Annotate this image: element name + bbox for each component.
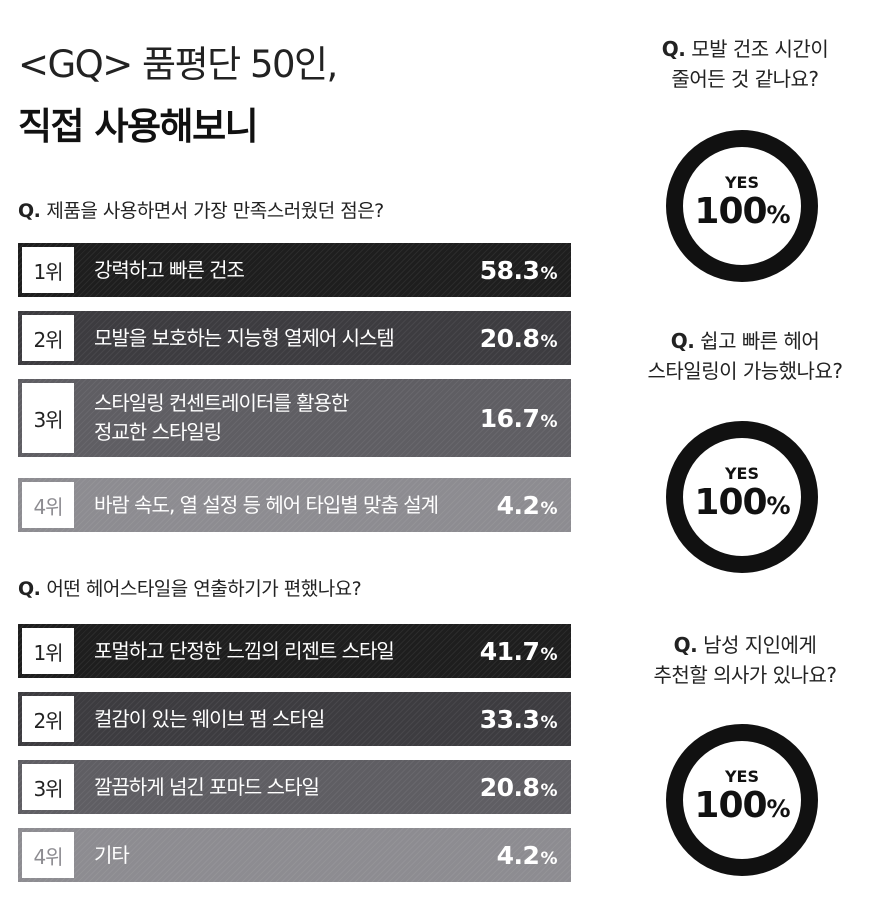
value-number: 58.3: [479, 255, 540, 285]
chart1-bar-1: 1위 강력하고 빠른 건조 58.3%: [18, 243, 571, 297]
value-unit: %: [540, 498, 557, 519]
donut-label: YES: [724, 173, 760, 192]
donut-label: YES: [724, 464, 760, 483]
donut-value: 100%: [683, 191, 801, 232]
bar-value: 33.3%: [480, 705, 571, 734]
value-unit: %: [540, 644, 557, 665]
question-mark: Q.: [18, 578, 41, 600]
value-number: 16.7: [479, 403, 540, 433]
bar-value: 4.2%: [497, 491, 571, 520]
question-mark: Q.: [661, 37, 686, 61]
bar-label: 모발을 보호하는 지능형 열제어 시스템: [94, 325, 395, 350]
bar-label: 스타일링 컨센트레이터를 활용한 정교한 스타일링: [94, 391, 349, 444]
bar-value: 16.7%: [480, 404, 571, 433]
question-mark: Q.: [670, 329, 695, 353]
bar-label: 강력하고 빠른 건조: [94, 257, 245, 282]
value-unit: %: [540, 712, 557, 733]
chart1-bar-2: 2위 모발을 보호하는 지능형 열제어 시스템 20.8%: [18, 311, 571, 365]
bar-label: 컬감이 있는 웨이브 펌 스타일: [94, 706, 325, 731]
bar-label: 바람 속도, 열 설정 등 헤어 타입별 맞춤 설계: [94, 492, 439, 517]
value-number: 20.8: [479, 772, 540, 802]
value-unit: %: [540, 411, 557, 432]
rank-badge: 1위: [22, 628, 74, 674]
question-2: Q. 어떤 헤어스타일을 연출하기가 편했나요?: [18, 574, 362, 601]
question-1-text: 제품을 사용하면서 가장 만족스러웠던 점은?: [46, 200, 384, 222]
value-number: 4.2: [496, 840, 540, 870]
bar-value: 20.8%: [480, 324, 571, 353]
rank-badge: 2위: [22, 696, 74, 742]
bar-label: 깔끔하게 넘긴 포마드 스타일: [94, 774, 320, 799]
question-3-text: 모발 건조 시간이 줄어든 것 같나요?: [671, 37, 829, 91]
chart2-bar-4: 4위 기타 4.2%: [18, 828, 571, 882]
donut-chart-1: YES 100%: [666, 130, 818, 282]
question-mark: Q.: [673, 633, 698, 657]
donut-label: YES: [724, 767, 760, 786]
rank-badge: 1위: [22, 247, 74, 293]
question-1: Q. 제품을 사용하면서 가장 만족스러웠던 점은?: [18, 196, 384, 223]
donut-chart-2: YES 100%: [666, 421, 818, 573]
rank-badge: 4위: [22, 482, 74, 528]
value-number: 100: [694, 482, 767, 523]
donut-value: 100%: [683, 482, 801, 523]
value-unit: %: [766, 795, 791, 823]
value-unit: %: [540, 263, 557, 284]
value-number: 4.2: [496, 490, 540, 520]
value-number: 100: [694, 785, 767, 826]
value-unit: %: [540, 780, 557, 801]
value-number: 20.8: [479, 323, 540, 353]
rank-badge: 2위: [22, 315, 74, 361]
value-unit: %: [540, 331, 557, 352]
question-4-text: 쉽고 빠른 헤어 스타일링이 가능했나요?: [647, 329, 843, 383]
page-title-line1: <GQ> 품평단 50인,: [18, 43, 338, 86]
chart1-bar-3: 3위 스타일링 컨센트레이터를 활용한 정교한 스타일링 16.7%: [18, 379, 571, 457]
rank-badge: 3위: [22, 383, 74, 453]
question-5-text: 남성 지인에게 추천할 의사가 있나요?: [653, 633, 837, 687]
question-3: Q. 모발 건조 시간이 줄어든 것 같나요?: [620, 34, 870, 94]
bar-value: 20.8%: [480, 773, 571, 802]
bar-value: 4.2%: [497, 841, 571, 870]
question-5: Q. 남성 지인에게 추천할 의사가 있나요?: [620, 630, 870, 690]
value-number: 33.3: [479, 704, 540, 734]
rank-badge: 3위: [22, 764, 74, 810]
bar-label: 포멀하고 단정한 느낌의 리젠트 스타일: [94, 638, 395, 663]
value-number: 100: [694, 191, 767, 232]
rank-badge: 4위: [22, 832, 74, 878]
value-unit: %: [766, 492, 791, 520]
page-title-line2: 직접 사용해보니: [18, 105, 259, 148]
donut-value: 100%: [683, 785, 801, 826]
chart2-bar-1: 1위 포멀하고 단정한 느낌의 리젠트 스타일 41.7%: [18, 624, 571, 678]
value-unit: %: [540, 848, 557, 869]
value-number: 41.7: [479, 636, 540, 666]
question-4: Q. 쉽고 빠른 헤어 스타일링이 가능했나요?: [620, 326, 870, 386]
chart1-bar-4: 4위 바람 속도, 열 설정 등 헤어 타입별 맞춤 설계 4.2%: [18, 478, 571, 532]
question-2-text: 어떤 헤어스타일을 연출하기가 편했나요?: [46, 578, 362, 600]
value-unit: %: [766, 201, 791, 229]
bar-label: 기타: [94, 842, 130, 867]
bar-value: 58.3%: [480, 256, 571, 285]
bar-value: 41.7%: [480, 637, 571, 666]
question-mark: Q.: [18, 200, 41, 222]
donut-chart-3: YES 100%: [666, 724, 818, 876]
chart2-bar-2: 2위 컬감이 있는 웨이브 펌 스타일 33.3%: [18, 692, 571, 746]
chart2-bar-3: 3위 깔끔하게 넘긴 포마드 스타일 20.8%: [18, 760, 571, 814]
